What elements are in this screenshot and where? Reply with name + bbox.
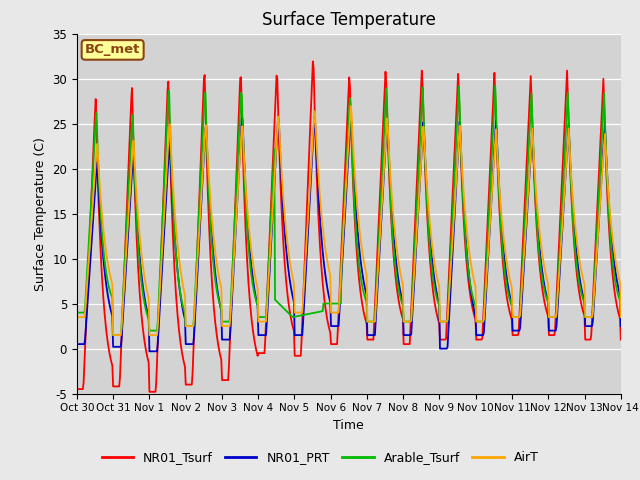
X-axis label: Time: Time — [333, 419, 364, 432]
AirT — [617, 314, 625, 320]
NR01_Tsurf — [195, 214, 202, 219]
NR01_PRT — [433, 288, 440, 293]
NR01_PRT — [417, 172, 424, 178]
NR01_PRT — [139, 282, 147, 288]
NR01_PRT — [195, 249, 202, 255]
Arable_Tsurf — [109, 332, 117, 338]
AirT — [109, 332, 117, 338]
Arable_Tsurf — [195, 218, 202, 224]
NR01_PRT — [223, 336, 231, 342]
AirT — [83, 288, 90, 294]
Arable_Tsurf — [492, 83, 499, 88]
Text: BC_met: BC_met — [85, 43, 140, 56]
AirT — [73, 314, 81, 320]
AirT — [223, 323, 231, 329]
Arable_Tsurf — [431, 289, 439, 295]
NR01_Tsurf — [433, 309, 440, 314]
NR01_Tsurf — [223, 377, 231, 383]
Arable_Tsurf — [223, 319, 231, 324]
Arable_Tsurf — [83, 277, 90, 283]
Y-axis label: Surface Temperature (C): Surface Temperature (C) — [34, 137, 47, 290]
Legend: NR01_Tsurf, NR01_PRT, Arable_Tsurf, AirT: NR01_Tsurf, NR01_PRT, Arable_Tsurf, AirT — [97, 446, 543, 469]
Line: AirT: AirT — [77, 106, 621, 335]
NR01_PRT — [83, 313, 90, 319]
AirT — [417, 172, 424, 178]
Line: NR01_PRT: NR01_PRT — [77, 115, 621, 351]
Title: Surface Temperature: Surface Temperature — [262, 11, 436, 29]
NR01_Tsurf — [83, 308, 90, 313]
NR01_Tsurf — [617, 336, 625, 342]
NR01_PRT — [73, 341, 81, 347]
NR01_PRT — [347, 112, 355, 118]
NR01_Tsurf — [145, 389, 153, 395]
Arable_Tsurf — [140, 294, 147, 300]
Arable_Tsurf — [73, 310, 81, 315]
AirT — [347, 103, 355, 109]
Line: NR01_Tsurf: NR01_Tsurf — [77, 61, 621, 392]
Line: Arable_Tsurf: Arable_Tsurf — [77, 85, 621, 335]
NR01_Tsurf — [73, 386, 81, 392]
NR01_Tsurf — [309, 59, 317, 64]
NR01_PRT — [145, 348, 153, 354]
NR01_Tsurf — [139, 324, 147, 329]
Arable_Tsurf — [617, 314, 625, 320]
AirT — [195, 239, 202, 244]
NR01_Tsurf — [417, 102, 424, 108]
AirT — [433, 270, 440, 276]
Arable_Tsurf — [416, 147, 424, 153]
NR01_PRT — [617, 323, 625, 329]
AirT — [140, 266, 147, 272]
